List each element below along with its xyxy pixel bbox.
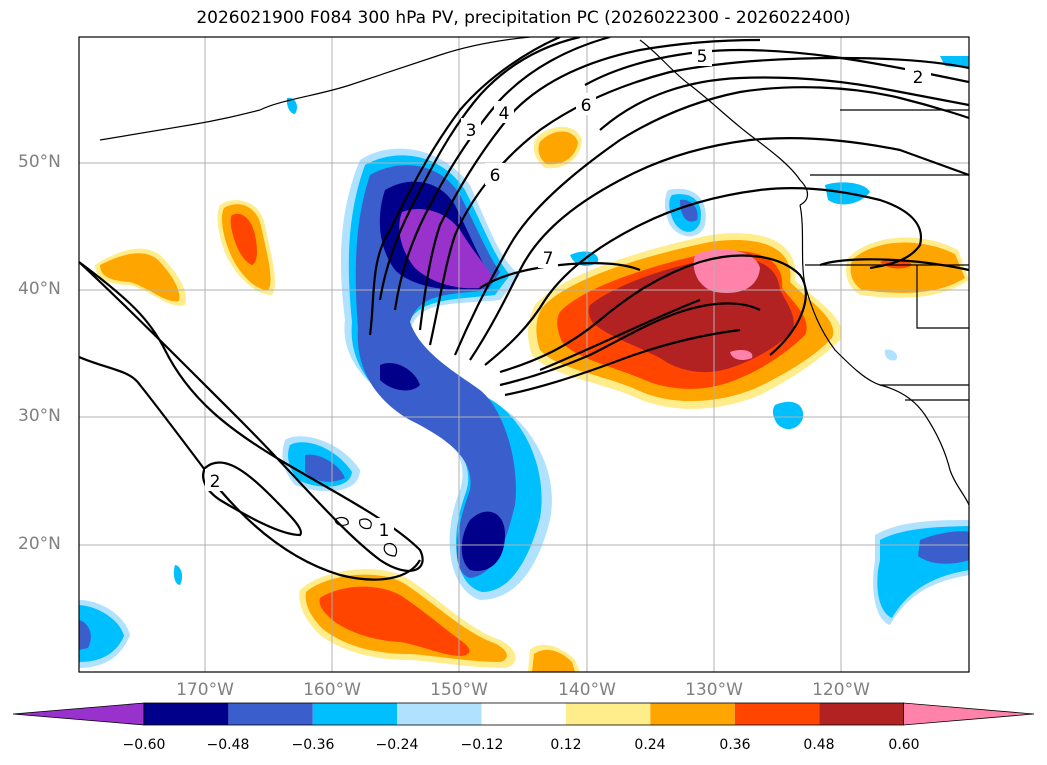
colorbar-tick-label: −0.48: [206, 737, 250, 753]
pv-contour-6: [453, 86, 969, 356]
longitude-label: 160°W: [303, 680, 361, 700]
map-frame: [78, 36, 970, 673]
contour-label: 1: [379, 521, 390, 541]
colorbar-tick-label: 0.12: [550, 737, 582, 753]
latitude-label: 40°N: [18, 279, 61, 299]
neg-blob-mid-core: [380, 362, 420, 391]
neg-blob-purple: [399, 209, 494, 289]
neg-blob-lower-core: [461, 511, 505, 571]
latitude-label: 30°N: [18, 406, 61, 426]
coastlines: [99, 37, 969, 557]
colorbar-tick-label: 0.24: [634, 737, 666, 753]
map-title: 2026021900 F084 300 hPa PV, precipitatio…: [196, 8, 851, 28]
colorbar-extend-min: [12, 702, 145, 726]
pv-contour-2: [79, 261, 424, 572]
contour-label: 2: [913, 68, 924, 88]
pv-contours: [79, 37, 969, 581]
colorbar-tick-label: 0.36: [719, 737, 751, 753]
contour-label: 6: [581, 96, 592, 116]
longitude-label: 130°W: [685, 680, 743, 700]
contour-label: 5: [697, 47, 708, 67]
contour-label: 6: [490, 166, 501, 186]
contour-label-group: 2 3 4 5 6 6 7 2 1: [205, 44, 931, 541]
longitude-label: 140°W: [558, 680, 616, 700]
longitude-label: 150°W: [430, 680, 488, 700]
colorbar-tick-label: −0.60: [122, 737, 166, 753]
graticule: [79, 37, 969, 672]
contour-label: 4: [499, 104, 510, 124]
contour-label: 3: [466, 121, 477, 141]
colorbar-tick-label: −0.24: [375, 737, 419, 753]
pv-contour-4: [378, 37, 581, 301]
longitude-label: 170°W: [176, 680, 234, 700]
colorbar-extend-max: [903, 702, 1035, 726]
colorbar-tick-label: 0.60: [888, 737, 920, 753]
colorbar-tick-label: −0.12: [460, 737, 504, 753]
precip-negative-shading: [79, 56, 969, 668]
pv-contour-3: [368, 37, 561, 336]
contour-label: 7: [543, 249, 554, 269]
colorbar-tick-label: −0.36: [291, 737, 335, 753]
latitude-label: 50°N: [18, 152, 61, 172]
pv-contour-7: [499, 254, 807, 374]
contour-label: 2: [210, 472, 221, 492]
colorbar-tick-label: 0.48: [803, 737, 835, 753]
latitude-label: 20°N: [18, 534, 61, 554]
longitude-label: 120°W: [812, 680, 870, 700]
colorbar: [12, 702, 1035, 726]
